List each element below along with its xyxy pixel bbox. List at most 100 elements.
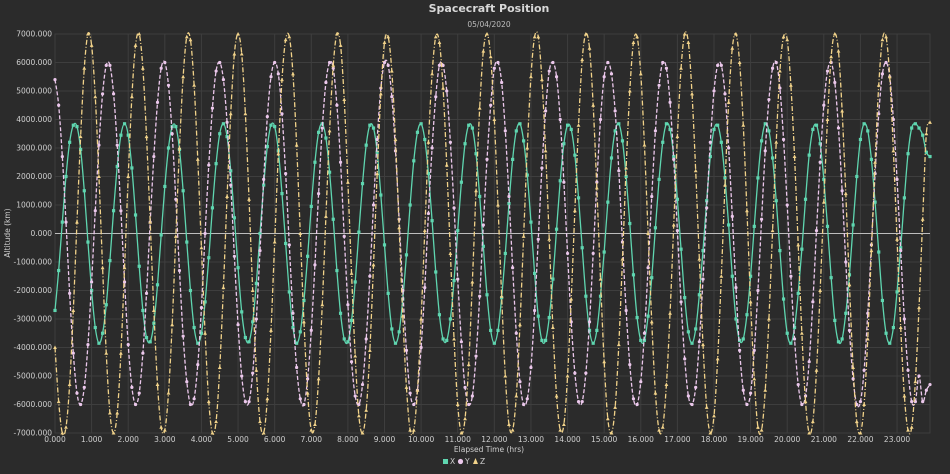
legend-item-x[interactable]: X (443, 457, 455, 466)
data-point (664, 382, 669, 387)
data-point (53, 308, 57, 313)
data-point (181, 74, 186, 79)
data-point (67, 382, 72, 387)
x-tick-label: 14.000 (554, 435, 580, 444)
data-point (829, 276, 833, 280)
data-point (697, 293, 701, 297)
data-point (554, 393, 559, 398)
data-point (756, 176, 760, 180)
data-point (697, 340, 701, 344)
data-point (53, 78, 57, 82)
data-point (694, 327, 698, 331)
data-point (284, 172, 288, 176)
data-point (694, 385, 698, 389)
data-point (467, 123, 471, 127)
data-point (400, 314, 405, 318)
data-point (79, 402, 83, 407)
data-point (496, 328, 500, 332)
data-point (155, 283, 160, 287)
data-point (525, 397, 529, 401)
data-point (876, 83, 881, 87)
data-point (64, 425, 68, 429)
data-point (302, 402, 306, 407)
data-point (803, 399, 808, 404)
data-point (265, 115, 269, 119)
data-point (295, 341, 299, 345)
data-point (869, 248, 874, 253)
x-tick-label: 7.000 (301, 435, 323, 444)
data-point (57, 268, 61, 273)
data-point (877, 250, 881, 254)
data-point (342, 337, 346, 341)
data-point (777, 69, 782, 73)
data-point (466, 362, 471, 367)
data-point (441, 337, 445, 341)
data-point (836, 340, 841, 344)
data-point (551, 325, 555, 330)
data-point (602, 359, 607, 364)
data-point (236, 323, 240, 327)
data-point (705, 206, 709, 210)
data-point (825, 117, 830, 121)
data-point (368, 274, 372, 278)
data-point (338, 311, 343, 315)
data-point (862, 368, 866, 372)
data-point (104, 63, 108, 67)
x-tick-label: 16.000 (628, 435, 654, 444)
data-point (858, 137, 863, 142)
data-point (122, 122, 127, 126)
data-point (133, 402, 138, 407)
data-point (287, 243, 291, 247)
data-point (144, 335, 149, 340)
data-point (587, 46, 592, 50)
data-point (716, 123, 720, 127)
data-point (811, 300, 815, 304)
data-point (770, 156, 775, 160)
data-point (730, 274, 734, 278)
data-point (228, 111, 233, 116)
data-point (756, 288, 760, 293)
data-point (232, 51, 237, 56)
data-point (518, 380, 522, 384)
data-point (371, 203, 376, 207)
data-point (199, 306, 204, 310)
x-tick-label: 5.000 (227, 435, 249, 444)
data-point (331, 217, 335, 221)
data-point (456, 277, 460, 281)
data-point (628, 221, 632, 226)
data-point (448, 317, 452, 321)
x-tick-label: 19.000 (737, 435, 763, 444)
data-point (97, 174, 101, 178)
data-point (668, 127, 672, 132)
data-point (353, 394, 357, 398)
data-point (152, 154, 156, 159)
data-point (305, 391, 310, 395)
data-point (71, 308, 76, 312)
data-point (496, 60, 500, 65)
data-point (433, 34, 438, 39)
data-point (137, 391, 141, 395)
data-point (895, 290, 899, 294)
data-point (727, 223, 731, 227)
data-point (609, 72, 614, 76)
legend-item-y[interactable]: Y (457, 457, 470, 466)
data-point (836, 126, 841, 130)
data-point (262, 183, 266, 187)
data-point (173, 234, 178, 238)
data-point (188, 37, 193, 42)
data-point (477, 106, 482, 110)
y-tick-label: -1000.000 (14, 258, 53, 267)
data-point (639, 380, 643, 384)
legend-item-z[interactable]: Z (473, 457, 485, 466)
data-point (225, 120, 229, 124)
data-point (686, 394, 690, 398)
x-tick-label: 15.000 (591, 435, 617, 444)
data-point (799, 331, 804, 335)
data-point (492, 341, 496, 345)
data-point (452, 206, 456, 210)
data-point (210, 206, 215, 210)
data-point (909, 425, 914, 429)
data-point (639, 338, 643, 342)
data-point (236, 32, 240, 36)
